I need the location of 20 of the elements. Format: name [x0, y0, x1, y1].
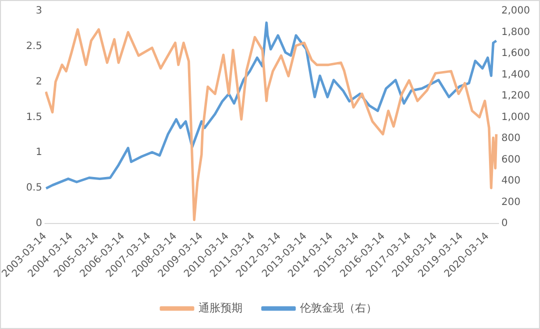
y-tick-label: 1	[36, 147, 42, 158]
y-tick-label: 0	[36, 218, 42, 230]
y-tick-label: 2	[36, 76, 42, 88]
legend-label: 通胀预期	[198, 301, 242, 314]
y2-tick-label: 1,000	[501, 112, 530, 123]
y2-tick-label: 2,000	[501, 6, 530, 17]
y2-tick-label: 400	[501, 176, 520, 187]
y-tick-label: 3	[36, 6, 42, 17]
y-tick-label: 2.5	[26, 40, 42, 52]
y2-tick-label: 1,400	[501, 69, 530, 80]
y-tick-label: 0.5	[26, 182, 42, 194]
y2-tick-label: 1,200	[501, 90, 530, 102]
y2-tick-label: 1,800	[501, 26, 530, 38]
y2-tick-label: 200	[501, 196, 520, 208]
y2-tick-label: 1,600	[501, 48, 530, 60]
y2-tick-label: 0	[501, 218, 508, 230]
y-tick-label: 1.5	[26, 112, 42, 123]
y2-tick-label: 800	[501, 133, 520, 144]
legend-label: 伦敦金现（右）	[300, 301, 377, 314]
y2-tick-label: 600	[501, 154, 520, 166]
